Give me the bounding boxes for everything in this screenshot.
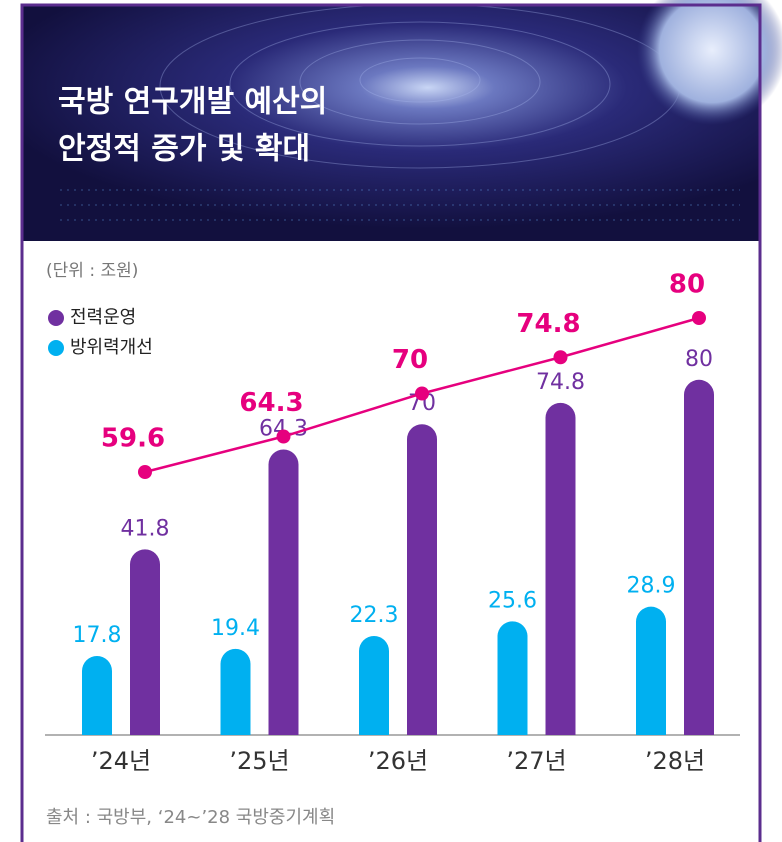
total-label: 80 [669, 270, 705, 300]
x-tick-label: ’27년 [506, 747, 566, 775]
total-point [138, 465, 152, 479]
bar [546, 403, 576, 735]
x-tick-label: ’28년 [645, 747, 705, 775]
bar [684, 380, 714, 735]
legend-swatch [48, 310, 64, 326]
x-tick-label: ’24년 [91, 747, 151, 775]
bar [269, 450, 299, 735]
value-label: 80 [685, 347, 713, 372]
bar [636, 607, 666, 735]
bar [221, 649, 251, 735]
total-label: 74.8 [516, 309, 580, 339]
value-label: 25.6 [488, 588, 537, 613]
bar [498, 621, 528, 735]
bar [82, 656, 112, 735]
total-label: 70 [392, 345, 428, 375]
legend-swatch [48, 340, 64, 356]
total-label: 59.6 [101, 424, 165, 454]
legend-label: 전력운영 [70, 307, 136, 328]
total-point [415, 386, 429, 400]
title-line: 국방 연구개발 예산의 [58, 85, 327, 120]
value-label: 22.3 [350, 603, 399, 628]
bar [359, 636, 389, 735]
value-label: 19.4 [211, 616, 260, 641]
bar [407, 424, 437, 735]
total-point [692, 311, 706, 325]
total-point [277, 430, 291, 444]
total-label: 64.3 [239, 388, 303, 418]
x-tick-label: ’25년 [229, 747, 289, 775]
value-label: 41.8 [121, 516, 170, 541]
value-label: 28.9 [627, 574, 676, 599]
title-line: 안정적 증가 및 확대 [58, 132, 310, 167]
chart: 국방 연구개발 예산의 안정적 증가 및 확대 (단위 : 조원) 출처 : 국… [0, 0, 782, 842]
page: 국방 연구개발 예산의 안정적 증가 및 확대 (단위 : 조원) 출처 : 국… [0, 0, 782, 842]
source: 출처 : 국방부, ‘24~’28 국방중기계획 [46, 807, 335, 828]
unit-label: (단위 : 조원) [46, 261, 138, 281]
x-tick-label: ’26년 [368, 747, 428, 775]
value-label: 74.8 [536, 370, 585, 395]
legend-label: 방위력개선 [70, 337, 153, 358]
value-label: 17.8 [73, 623, 122, 648]
bar [130, 549, 160, 735]
total-point [554, 350, 568, 364]
